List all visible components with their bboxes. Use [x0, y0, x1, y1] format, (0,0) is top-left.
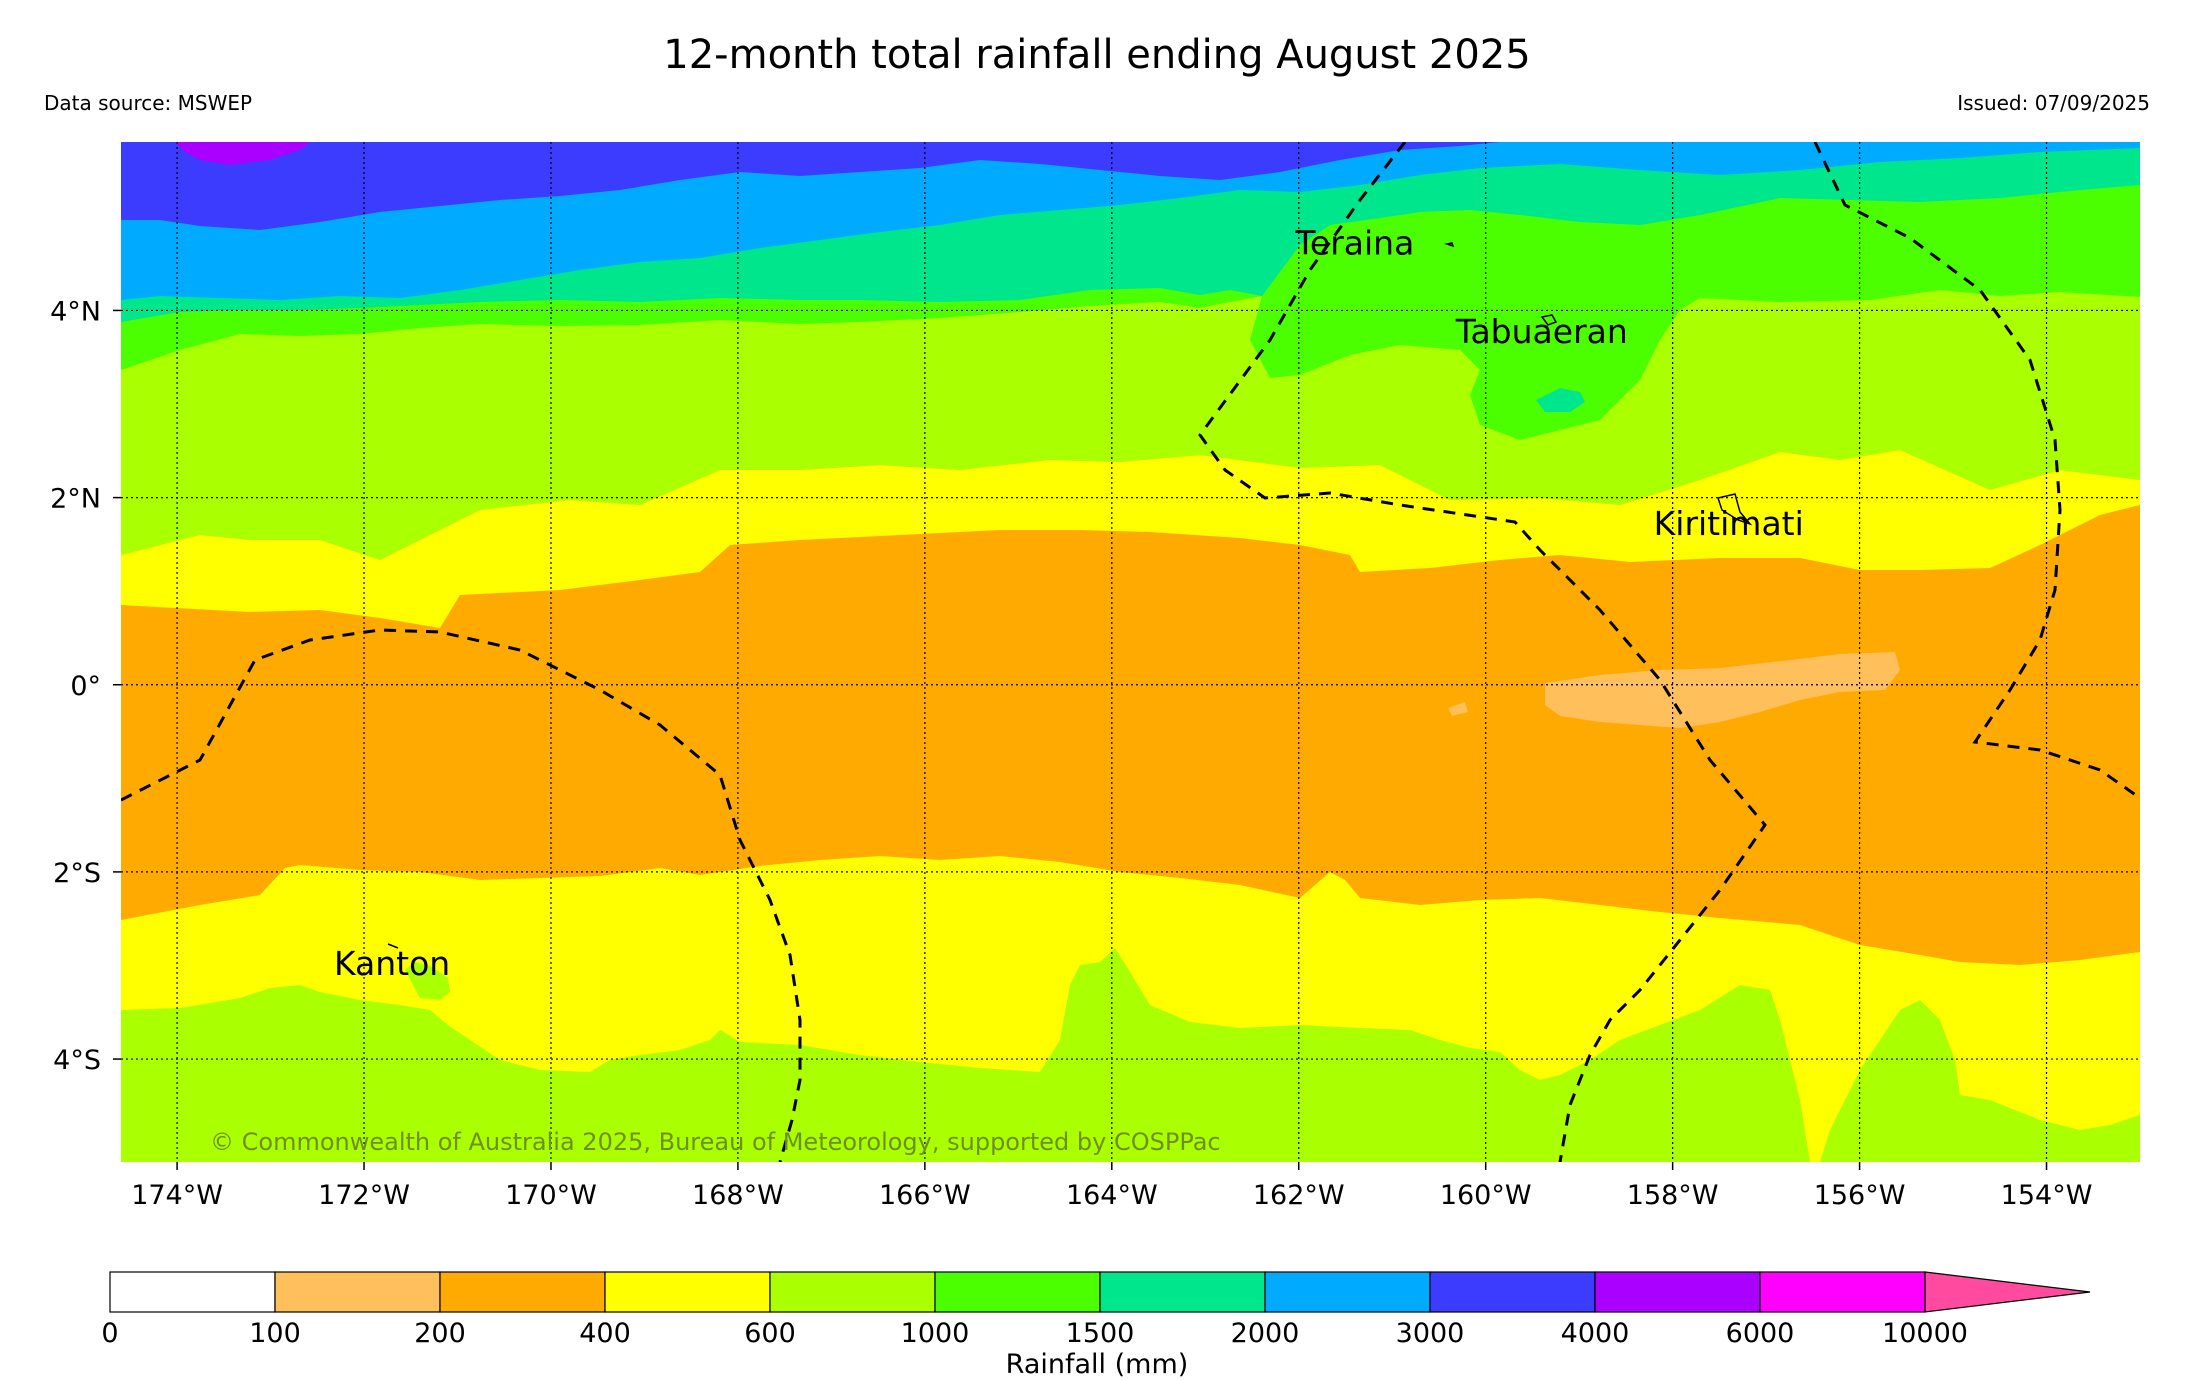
eez-line-east: [1813, 142, 2140, 800]
colorbar-bin: [439, 1271, 606, 1313]
place-label: Teraina: [1294, 223, 1414, 262]
colorbar-tick-label: 200: [414, 1318, 466, 1349]
colorbar-bin: [1759, 1271, 1926, 1313]
colorbar-tick-label: 4000: [1561, 1318, 1630, 1349]
latitude-tick-labels: 4°N 2°N 0° 2°S 4°S: [50, 296, 121, 1076]
kanton-outline: [387, 943, 399, 949]
lon-tick-label: 172°W: [318, 1180, 410, 1211]
colorbar-tick-label: 6000: [1726, 1318, 1795, 1349]
band-600-1000-small: [405, 962, 450, 1000]
place-label: Tabuaeran: [1455, 312, 1628, 351]
lon-tick-label: 166°W: [879, 1180, 971, 1211]
colorbar-tick-label: 400: [579, 1318, 631, 1349]
copyright-notice: © Commonwealth of Australia 2025, Bureau…: [210, 1128, 1221, 1156]
longitude-tick-labels: 174°W 172°W 170°W 168°W 166°W 164°W 162°W 160°W…: [131, 1162, 2092, 1211]
eez-line-phoenix: [121, 628, 802, 1162]
colorbar-bin: [604, 1271, 771, 1313]
lat-tick-label: 4°N: [50, 296, 101, 327]
issued-date-label: Issued: 07/09/2025: [1957, 91, 2150, 115]
colorbar-tick-label: 1000: [901, 1318, 970, 1349]
colorbar-bin: [1429, 1271, 1596, 1313]
colorbar-bin: [769, 1271, 936, 1313]
band-100-200-patch: [1545, 652, 1900, 728]
lat-tick-label: 2°N: [50, 484, 101, 515]
band-4000-6000: [175, 142, 310, 165]
lon-tick-label: 160°W: [1440, 1180, 1532, 1211]
rainfall-colorbar: 0 100 200 400 600 1000 1500 2000 3000 4000 6000 100…: [101, 1271, 2091, 1349]
tabuaeran-1500-patch: [1536, 388, 1585, 412]
band-3000-4000: [121, 142, 1500, 230]
colorbar-tick-label: 1500: [1066, 1318, 1135, 1349]
place-label: Kanton: [334, 944, 450, 983]
lat-tick-label: 2°S: [53, 858, 101, 889]
colorbar-extend-arrow: [1924, 1271, 2091, 1313]
lon-tick-label: 162°W: [1253, 1180, 1345, 1211]
colorbar-tick-label: 10000: [1882, 1318, 1968, 1349]
graticule-lines: [121, 142, 2140, 1162]
band-400-600-north: [121, 450, 2140, 628]
colorbar-bin: [274, 1271, 441, 1313]
lon-tick-label: 170°W: [505, 1180, 597, 1211]
colorbar-tick-label: 2000: [1231, 1318, 1300, 1349]
colorbar-tick-label: 600: [744, 1318, 796, 1349]
lon-tick-label: 158°W: [1627, 1180, 1719, 1211]
place-label: Kiritimati: [1654, 504, 1804, 543]
lat-tick-label: 4°S: [53, 1045, 101, 1076]
data-source-label: Data source: MSWEP: [44, 91, 252, 115]
eez-line-line-islands: [1198, 142, 1767, 1162]
lon-tick-label: 174°W: [131, 1180, 223, 1211]
eez-boundaries: [121, 142, 2140, 1162]
colorbar-bin: [109, 1271, 276, 1313]
band-100-200-speck: [1448, 702, 1468, 716]
lat-tick-label: 0°: [70, 671, 101, 702]
lon-tick-label: 156°W: [1814, 1180, 1906, 1211]
colorbar-bin: [1594, 1271, 1761, 1313]
lon-tick-label: 164°W: [1066, 1180, 1158, 1211]
chart-title: 12-month total rainfall ending August 20…: [663, 32, 1530, 78]
colorbar-bin: [1264, 1271, 1431, 1313]
teraina-outline: [1444, 242, 1455, 248]
colorbar-title: Rainfall (mm): [1006, 1349, 1189, 1380]
rainfall-map[interactable]: [121, 142, 2140, 1162]
place-labels: Teraina Tabuaeran Kiritimati Kanton: [334, 223, 1804, 983]
colorbar-tick-label: 3000: [1396, 1318, 1465, 1349]
colorbar-bin: [934, 1271, 1101, 1313]
island-outlines: [387, 242, 1753, 949]
lon-tick-label: 168°W: [692, 1180, 784, 1211]
kiritimati-outline: [1717, 493, 1753, 526]
lon-tick-label: 154°W: [2001, 1180, 2093, 1211]
tabuaeran-outline: [1540, 314, 1558, 326]
colorbar-tick-label: 100: [249, 1318, 301, 1349]
colorbar-bin: [1099, 1271, 1266, 1313]
band-600-1000-south: [121, 948, 2140, 1162]
colorbar-tick-label: 0: [101, 1318, 118, 1349]
